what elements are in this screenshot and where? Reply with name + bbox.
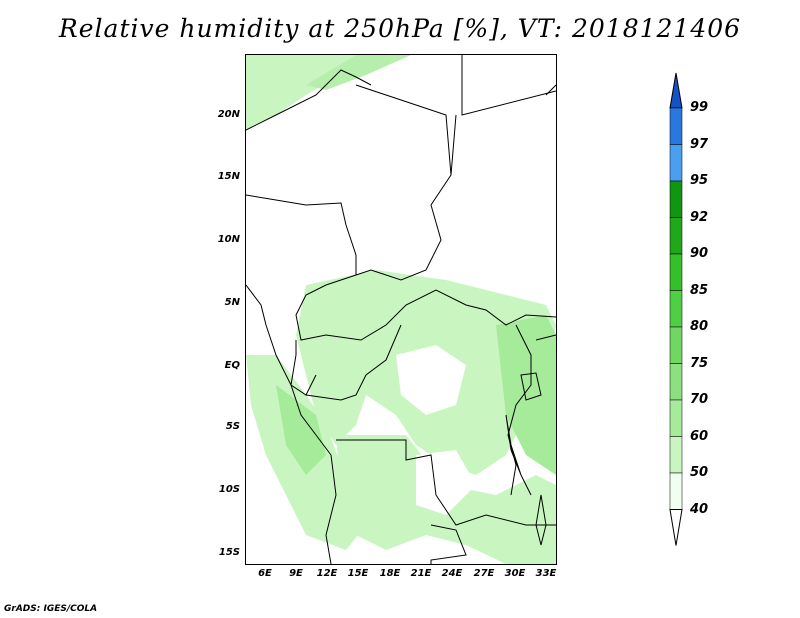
border-libya-algeria — [246, 69, 372, 131]
colorbar-label: 70 — [690, 392, 709, 407]
border-ethiopia — [545, 84, 556, 96]
map-title: Relative humidity at 250hPa [%], VT: 201… — [58, 14, 742, 43]
lake-tanganyika — [505, 414, 532, 496]
shade-clear-1 — [396, 345, 466, 415]
lat-label-10s: 10S — [218, 484, 240, 495]
lat-label-10n: 10N — [217, 234, 240, 245]
colorbar-label: 90 — [690, 246, 709, 261]
lon-label-33e: 33E — [535, 568, 557, 579]
lat-label-5s: 5S — [225, 421, 240, 432]
colorbar-cell — [669, 107, 683, 145]
border-chad-sudan — [355, 84, 452, 281]
colorbar-label: 40 — [690, 501, 709, 517]
lon-label-9e: 9E — [289, 568, 303, 579]
border-congo — [305, 324, 402, 401]
colorbar-label: 50 — [690, 465, 709, 480]
shade-clear-2 — [416, 450, 476, 515]
colorbar-label: 80 — [690, 319, 709, 334]
colorbar-cell — [669, 290, 683, 328]
colorbar-cell — [669, 436, 683, 474]
humidity-shading — [246, 55, 556, 564]
lon-label-21e: 21E — [410, 568, 432, 579]
map-svg — [246, 55, 556, 564]
colorbar-top-arrow — [669, 72, 683, 109]
colorbar-label: 95 — [690, 173, 709, 188]
colorbar-cell — [669, 472, 683, 510]
colorbar-cell — [669, 180, 683, 218]
colorbar-cell — [669, 253, 683, 291]
lat-label-5n: 5N — [224, 297, 240, 308]
colorbar-label: 60 — [690, 428, 709, 444]
lon-label-27e: 27E — [473, 568, 495, 579]
lon-label-30e: 30E — [504, 568, 526, 579]
colorbar-cell — [669, 326, 683, 364]
country-borders — [246, 55, 556, 564]
lon-label-18e: 18E — [379, 568, 401, 579]
shade-north-2 — [306, 55, 411, 90]
lon-label-6e: 6E — [258, 568, 272, 579]
map-panel — [245, 54, 557, 565]
border-drc-east — [507, 324, 532, 496]
lat-label-15s: 15S — [218, 547, 240, 558]
border-zambia — [430, 524, 467, 564]
border-angola — [325, 454, 337, 564]
colorbar-label: 85 — [690, 282, 709, 298]
footer-credit: GrADS: IGES/COLA — [4, 604, 98, 614]
colorbar-cells — [669, 72, 683, 546]
colorbar-cell — [669, 399, 683, 437]
lat-label-20n: 20N — [217, 109, 240, 120]
colorbar-bottom-arrow — [669, 509, 683, 546]
colorbar-label: 92 — [690, 209, 709, 225]
border-car — [295, 274, 556, 341]
border-kenya — [535, 334, 556, 341]
coast-west — [246, 284, 332, 456]
lon-label-24e: 24E — [441, 568, 463, 579]
lake-malawi — [535, 494, 547, 546]
lon-label-12e: 12E — [316, 568, 338, 579]
colorbar — [669, 72, 683, 546]
border-drc-south — [336, 439, 556, 526]
lon-label-15e: 15E — [347, 568, 369, 579]
shade-east — [496, 315, 556, 475]
border-sudan — [450, 55, 556, 176]
colorbar-label: 99 — [690, 100, 709, 115]
border-niger-chad — [246, 194, 357, 275]
shade-clear-3 — [346, 145, 516, 270]
colorbar-cell — [669, 144, 683, 182]
lat-label-eq: EQ — [224, 360, 240, 371]
colorbar-cell — [669, 217, 683, 255]
colorbar-label: 97 — [690, 136, 709, 152]
lat-label-15n: 15N — [217, 171, 240, 182]
lake-victoria — [520, 372, 542, 401]
shade-west-2 — [276, 385, 326, 475]
colorbar-cell — [669, 363, 683, 401]
colorbar-label: 75 — [690, 355, 709, 371]
